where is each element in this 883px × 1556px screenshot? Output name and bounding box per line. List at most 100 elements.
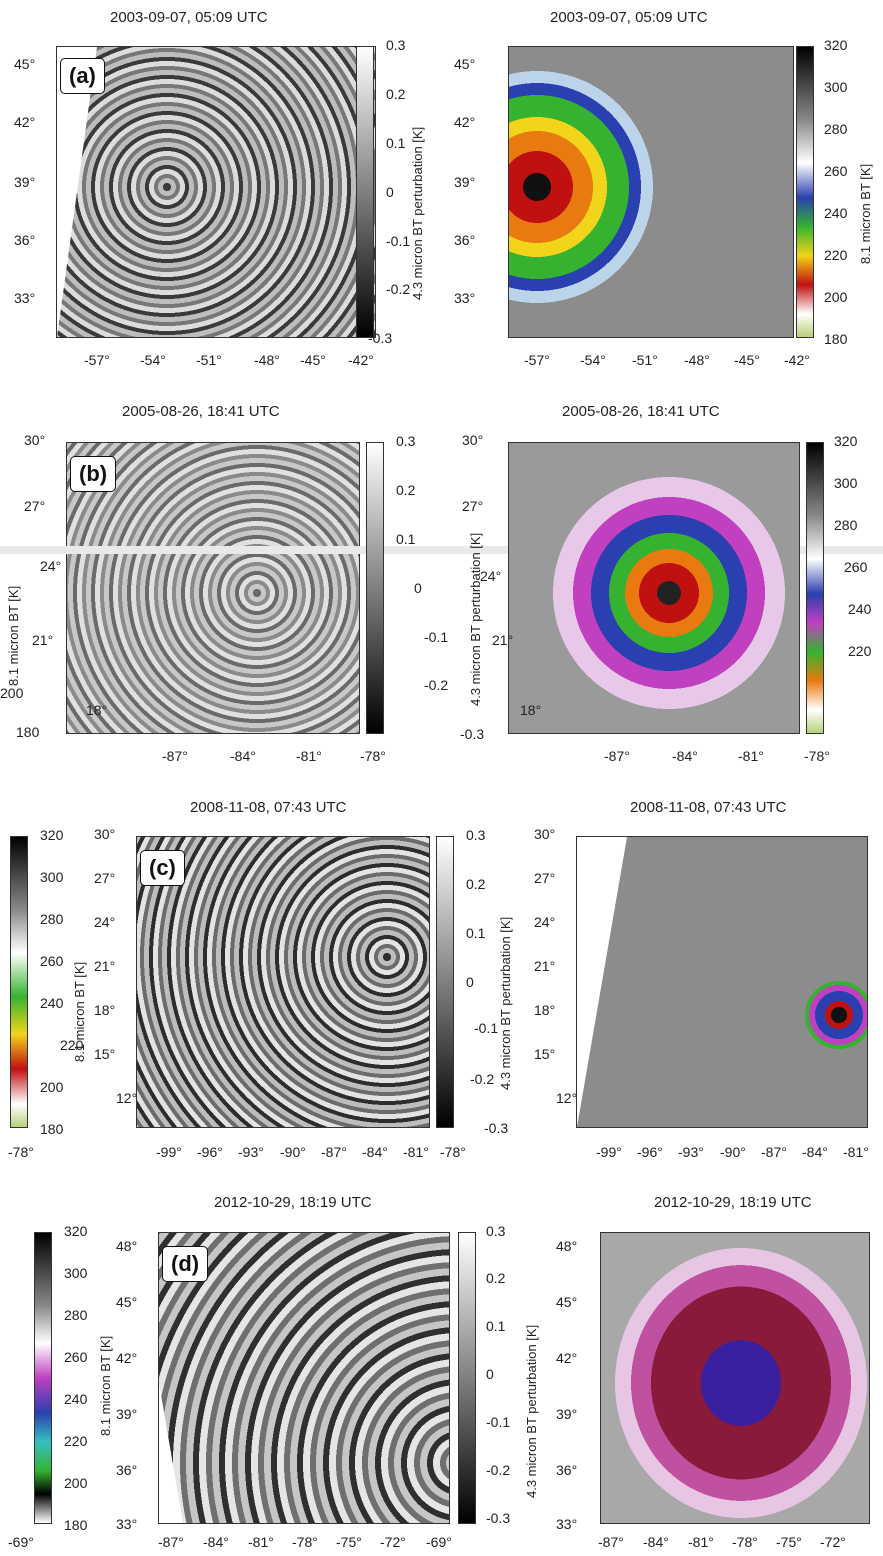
left-panel-title: 2012-10-29, 18:19 UTC [214,1194,372,1211]
left-panel-title: 2005-08-26, 18:41 UTC [122,403,280,420]
cbar-tick: 320 [64,1223,88,1239]
lat-tick: 15° [94,1046,116,1062]
lon-tick: -81° [403,1144,429,1160]
lat-tick: 39° [454,174,476,190]
cbar-tick: 0 [386,184,394,200]
perturbation-colorbar [356,46,374,338]
lat-tick: 42° [556,1350,578,1366]
cbar-tick: -0.2 [386,281,411,297]
lon-tick: -90° [720,1144,746,1160]
lon-tick: -78° [8,1144,34,1160]
lon-tick: -42° [348,352,374,368]
lat-tick: 27° [462,498,484,514]
cbar-tick: -0.2 [424,677,449,693]
figure-row-a: 2003-09-07, 05:09 UTC 2003-09-07, 05:09 … [0,0,883,390]
lat-tick: 33° [14,290,36,306]
cbar-tick: 0 [466,974,474,990]
cbar-tick: 0.3 [486,1223,506,1239]
lat-tick: 33° [116,1516,138,1532]
bt-colorbar-label: 8.1 micron BT [K] [98,1335,113,1436]
brightness-temperature-map [508,46,794,338]
cbar-tick: 200 [64,1475,88,1491]
lat-tick: 21° [534,958,556,974]
cbar-tick: 0.3 [386,37,406,53]
bt-colorbar-label: 8.1 micron BT [K] [6,585,21,686]
cbar-tick: 300 [834,475,858,491]
cbar-tick: -0.2 [486,1462,511,1478]
lat-tick: 18° [520,702,542,718]
lat-tick: 18° [94,1002,116,1018]
cbar-tick: 0 [486,1366,494,1382]
lon-tick: -93° [238,1144,264,1160]
cbar-tick: 280 [834,517,858,533]
cbar-tick: 0.2 [396,482,416,498]
cbar-tick: 280 [40,911,64,927]
cbar-tick: 240 [40,995,64,1011]
lat-tick: 24° [40,558,62,574]
lon-tick: -45° [300,352,326,368]
lon-tick: -57° [84,352,110,368]
cbar-tick: -0.3 [368,330,393,346]
perturbation-map [136,836,430,1128]
figure-row-d: 2012-10-29, 18:19 UTC 2012-10-29, 18:19 … [0,1186,883,1556]
lat-tick: 24° [480,568,502,584]
lon-tick: -72° [820,1534,846,1550]
cbar-tick: 260 [824,163,848,179]
lon-tick: -42° [784,352,810,368]
lon-tick: -84° [672,748,698,764]
panel-tag-d: (d) [162,1246,209,1282]
lat-tick: 42° [14,114,36,130]
lon-tick: -69° [8,1534,34,1550]
lon-tick: -78° [732,1534,758,1550]
cbar-tick: 0.2 [486,1270,506,1286]
panel-tag-c: (c) [140,850,185,886]
figure-row-c: 2008-11-08, 07:43 UTC 2008-11-08, 07:43 … [0,790,883,1178]
band [0,546,883,554]
bt-colorbar-label: 8.1 micron BT [K] [72,961,87,1062]
cbar-tick: 0.1 [466,925,486,941]
cbar-tick: 200 [824,289,848,305]
lon-tick: -51° [632,352,658,368]
brightness-temperature-map [508,442,800,734]
lon-tick: -54° [140,352,166,368]
lon-tick: -90° [280,1144,306,1160]
right-panel-title: 2005-08-26, 18:41 UTC [562,403,720,420]
right-panel-title: 2003-09-07, 05:09 UTC [550,9,708,26]
cbar-tick: 220 [60,1037,84,1053]
figure-row-b: 2005-08-26, 18:41 UTC 2005-08-26, 18:41 … [0,396,883,782]
brightness-temperature-map [576,836,868,1128]
cbar-tick: -0.1 [386,233,411,249]
bt-colorbar-label: 8.1 micron BT [K] [858,163,873,264]
cbar-tick: 260 [64,1349,88,1365]
lon-tick: -81° [248,1534,274,1550]
bt-colorbar [806,442,824,734]
lon-tick: -84° [362,1144,388,1160]
lat-tick: 33° [556,1516,578,1532]
lon-tick: -78° [360,748,386,764]
lon-tick: -96° [637,1144,663,1160]
cbar-tick: 0.3 [466,827,486,843]
lat-tick: 39° [116,1406,138,1422]
right-panel-title: 2008-11-08, 07:43 UTC [630,799,787,816]
lon-tick: -45° [734,352,760,368]
lat-tick: 36° [116,1462,138,1478]
lat-tick: 21° [32,632,54,648]
perturbation-map [66,442,360,734]
lat-tick: 45° [14,56,36,72]
lat-tick: 27° [24,498,46,514]
lat-tick: 33° [454,290,476,306]
cbar-tick: 320 [40,827,64,843]
lat-tick: 21° [94,958,116,974]
lon-tick: -99° [596,1144,622,1160]
lon-tick: -81° [688,1534,714,1550]
lat-tick: 45° [556,1294,578,1310]
cbar-tick: 0.1 [486,1318,506,1334]
lat-tick: 45° [454,56,476,72]
lon-tick: -51° [196,352,222,368]
perturbation-colorbar [458,1232,476,1524]
cbar-tick: 0 [414,580,422,596]
lat-tick: 24° [534,914,556,930]
cbar-tick: 300 [824,79,848,95]
cbar-tick: -0.2 [470,1071,495,1087]
lon-tick: -96° [197,1144,223,1160]
